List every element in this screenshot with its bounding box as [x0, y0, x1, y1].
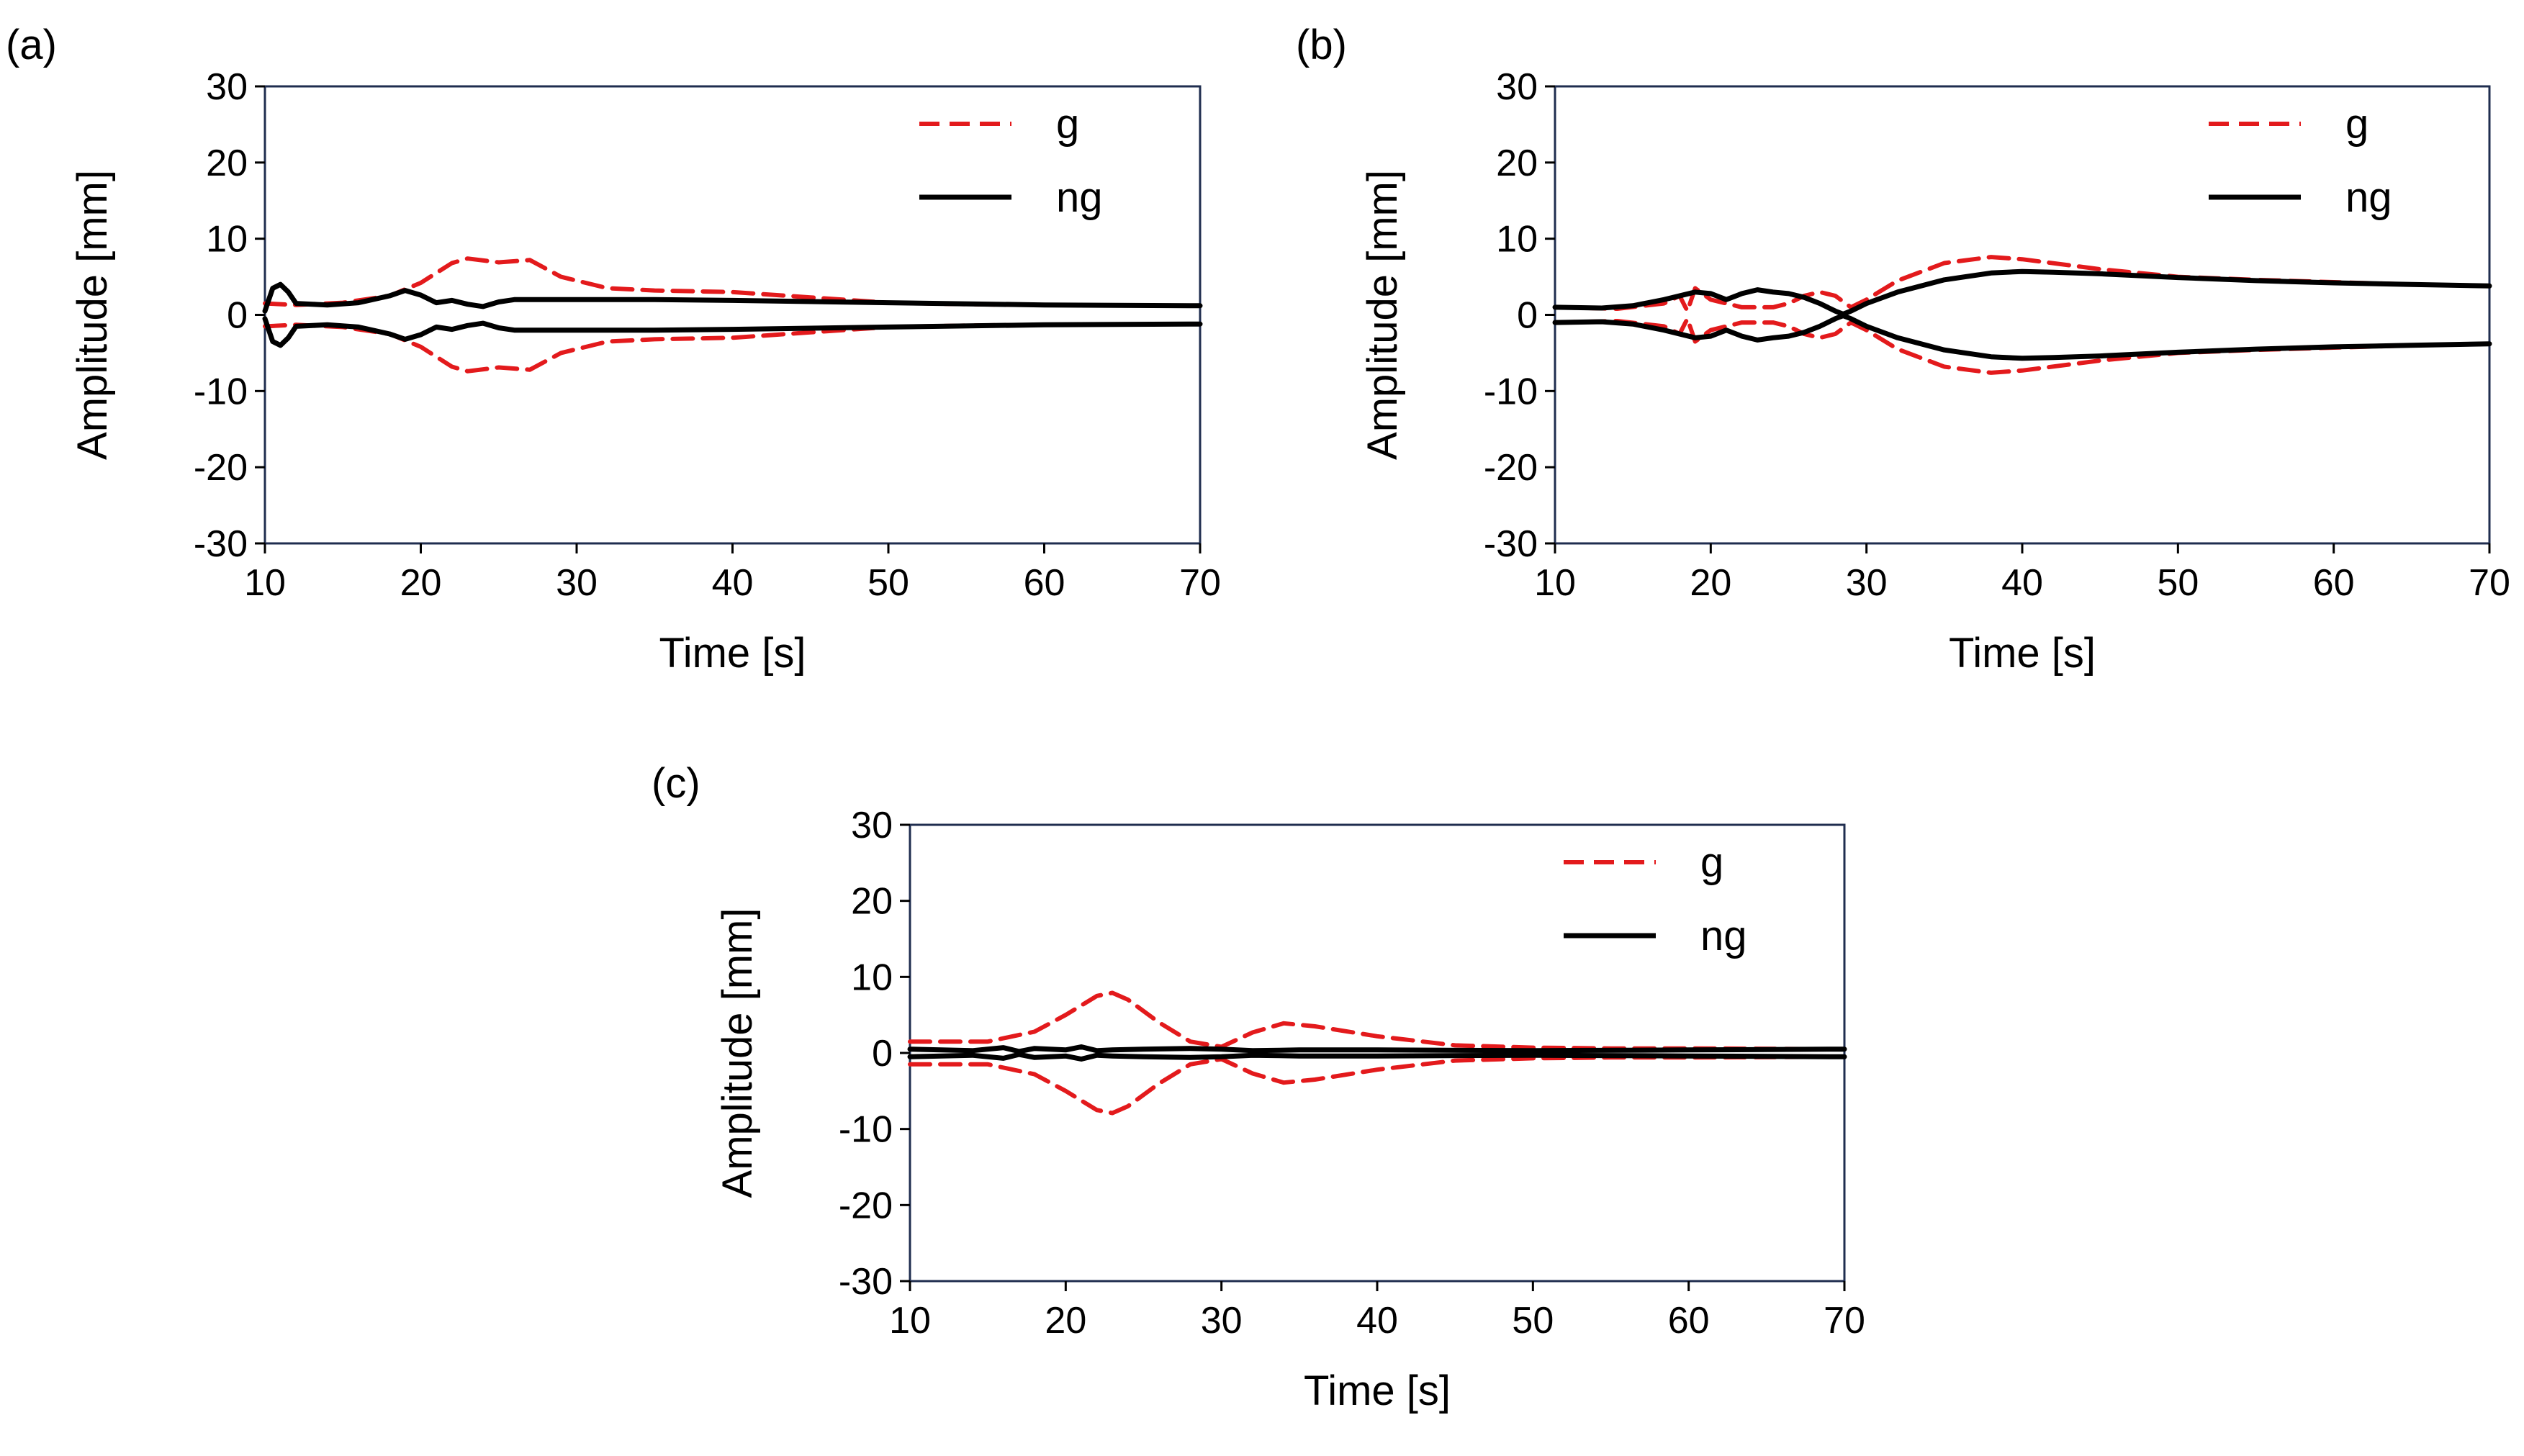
series-g-upper [908, 990, 1847, 1052]
x-tick-label: 10 [1534, 562, 1576, 604]
series-ng-upper [1552, 268, 2492, 317]
x-tick-label: 60 [1024, 562, 1065, 604]
y-tick-label: 20 [1496, 143, 1538, 184]
x-tick-label: 30 [556, 562, 598, 604]
y-tick-label: 10 [206, 219, 248, 261]
x-tick-label: 30 [1846, 562, 1888, 604]
y-tick-label: -20 [839, 1185, 893, 1226]
series-ng-lower [907, 1052, 1847, 1062]
x-axis-label: Time [s] [1304, 1367, 1451, 1414]
y-axis-label: Amplitude [mm] [69, 170, 116, 460]
panel-label: (c) [652, 760, 700, 807]
series-g-lower [908, 1054, 1847, 1116]
x-tick-label: 70 [1824, 1300, 1865, 1342]
x-axis-label: Time [s] [1949, 630, 2096, 677]
plot-frame [1554, 85, 2491, 545]
y-tick-label: 20 [851, 881, 893, 923]
panel-label: (a) [6, 22, 57, 68]
y-tick-label: -20 [194, 447, 248, 489]
y-tick-label: -10 [194, 371, 248, 412]
y-axis-label: Amplitude [mm] [714, 908, 761, 1198]
y-tick-label: -20 [1484, 447, 1538, 489]
x-tick-label: 50 [2157, 562, 2199, 604]
y-tick-label: -30 [194, 523, 248, 565]
x-tick-label: 40 [1356, 1300, 1398, 1342]
x-tick-label: 40 [712, 562, 754, 604]
legend-label-ng: ng [2345, 174, 2392, 221]
y-tick-label: -30 [1484, 523, 1538, 565]
legend-label-ng: ng [1700, 913, 1747, 959]
legend-label-ng: ng [1056, 174, 1103, 221]
y-tick-label: 0 [1517, 295, 1538, 337]
y-axis-label: Amplitude [mm] [1359, 170, 1406, 460]
x-tick-label: 50 [1512, 1300, 1554, 1342]
x-tick-label: 60 [2313, 562, 2355, 604]
series-ng-lower [262, 316, 1203, 348]
x-tick-label: 60 [1668, 1300, 1710, 1342]
plot-frame [263, 85, 1202, 545]
legend-label-g: g [1700, 839, 1723, 886]
legend-label-g: g [1056, 101, 1079, 148]
y-tick-label: -10 [1484, 371, 1538, 412]
plot-frame [909, 823, 1846, 1283]
series-ng-lower [1552, 313, 2492, 361]
series-ng-upper [262, 281, 1203, 314]
y-tick-label: 0 [227, 295, 248, 337]
y-tick-label: 20 [206, 143, 248, 184]
x-tick-label: 40 [2001, 562, 2043, 604]
x-tick-label: 10 [889, 1300, 931, 1342]
x-tick-label: 20 [1045, 1300, 1086, 1342]
y-tick-label: -30 [839, 1261, 893, 1303]
y-tick-label: -10 [839, 1109, 893, 1151]
x-tick-label: 20 [400, 562, 442, 604]
panel-label: (b) [1296, 22, 1347, 68]
series-ng-upper [907, 1044, 1847, 1054]
x-tick-label: 50 [867, 562, 909, 604]
x-tick-label: 20 [1690, 562, 1731, 604]
y-tick-label: 30 [851, 805, 893, 846]
y-tick-label: 10 [851, 957, 893, 998]
legend-label-g: g [2345, 101, 2368, 148]
y-tick-label: 30 [1496, 66, 1538, 108]
x-tick-label: 10 [244, 562, 286, 604]
x-tick-label: 70 [2469, 562, 2510, 604]
x-tick-label: 30 [1201, 1300, 1243, 1342]
y-tick-label: 10 [1496, 219, 1538, 261]
x-axis-label: Time [s] [659, 630, 806, 677]
x-tick-label: 70 [1179, 562, 1221, 604]
y-tick-label: 0 [872, 1033, 893, 1075]
y-tick-label: 30 [206, 66, 248, 108]
